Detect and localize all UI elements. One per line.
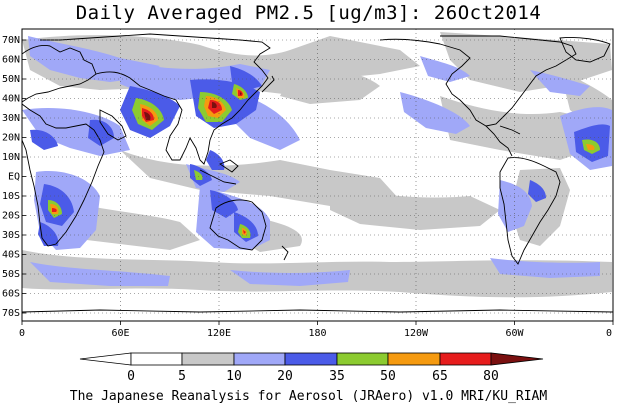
lat-label-20s: 20S (2, 211, 20, 222)
lat-label-30n: 30N (2, 113, 20, 124)
colorbar-tick-65: 65 (432, 369, 448, 384)
lat-label-eq: EQ (8, 172, 20, 183)
colorbar (79, 352, 544, 366)
colorbar-bin-20-35 (284, 352, 338, 366)
colorbar-bin-0-5 (130, 352, 183, 366)
lat-label-60n: 60N (2, 55, 20, 66)
footer-credit: The Japanese Reanalysis for Aerosol (JRA… (69, 389, 548, 404)
lat-label-40s: 40S (2, 250, 20, 261)
lat-label-10s: 10S (2, 191, 20, 202)
colorbar-tick-80: 80 (483, 369, 499, 384)
lon-label-180: 180 (308, 328, 326, 339)
colorbar-tick-20: 20 (277, 369, 293, 384)
lon-label-120w: 120W (404, 328, 429, 339)
pm25-field (22, 32, 613, 313)
lat-label-50s: 50S (2, 269, 20, 280)
lat-label-10n: 10N (2, 152, 20, 163)
colorbar-tick-10: 10 (226, 369, 242, 384)
colorbar-high-triangle (490, 352, 544, 366)
lat-label-20n: 20N (2, 133, 20, 144)
lat-label-40n: 40N (2, 94, 20, 105)
lon-label-60w: 60W (505, 328, 524, 339)
colorbar-bin-50-65 (387, 352, 441, 366)
colorbar-tick-5: 5 (178, 369, 186, 384)
colorbar-tick-0: 0 (127, 369, 135, 384)
map-title: Daily Averaged PM2.5 [ug/m3]: 26Oct2014 (75, 2, 542, 24)
coastlines (22, 33, 613, 313)
lat-label-30s: 30S (2, 230, 20, 241)
lat-label-50n: 50N (2, 74, 20, 85)
colorbar-bin-5-10 (181, 352, 235, 366)
colorbar-tick-labels: 0 5 10 20 35 50 65 80 (127, 369, 499, 384)
longitude-labels: 0 60E 120E 180 120W 60W 0 (19, 328, 612, 339)
lat-label-70n: 70N (2, 35, 20, 46)
map-gridlines (22, 29, 613, 321)
colorbar-tick-50: 50 (380, 369, 396, 384)
lat-label-70s: 70S (2, 308, 20, 319)
colorbar-bin-65-80 (439, 352, 492, 366)
colorbar-low-triangle (79, 352, 132, 366)
colorbar-tick-35: 35 (329, 369, 345, 384)
lat-label-60s: 60S (2, 289, 20, 300)
lon-label-120e: 120E (207, 328, 231, 339)
latitude-labels: 70N 60N 50N 40N 30N 20N 10N EQ 10S 20S 3… (2, 35, 20, 319)
lon-label-0-left: 0 (19, 328, 25, 339)
lon-label-0-right: 0 (606, 328, 612, 339)
colorbar-bin-35-50 (336, 352, 389, 366)
lon-label-60e: 60E (111, 328, 129, 339)
colorbar-bin-10-20 (233, 352, 286, 366)
